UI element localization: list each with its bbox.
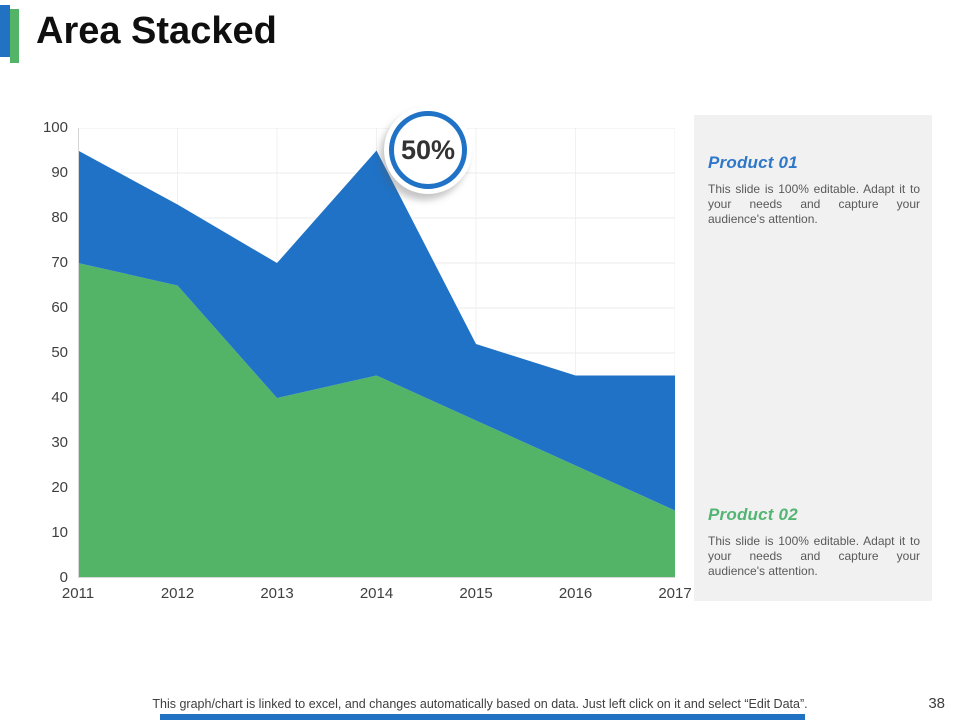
y-tick-label: 0 bbox=[59, 569, 68, 586]
badge-label: 50% bbox=[400, 134, 456, 165]
x-tick-label: 2011 bbox=[61, 585, 95, 602]
product-02-heading: Product 02 bbox=[708, 505, 798, 524]
x-tick-label: 2013 bbox=[260, 585, 294, 602]
title-accent-bar-green bbox=[10, 9, 19, 63]
badge-ring: 50% bbox=[389, 111, 467, 189]
product-01-body: This slide is 100% editable. Adapt it to… bbox=[708, 182, 920, 226]
y-tick-label: 30 bbox=[51, 434, 68, 451]
y-tick-label: 40 bbox=[51, 389, 68, 406]
percentage-callout-badge[interactable]: 50% bbox=[384, 106, 472, 194]
description-panel: Product 01 This slide is 100% editable. … bbox=[694, 115, 932, 601]
y-tick-label: 80 bbox=[51, 209, 68, 226]
y-tick-label: 60 bbox=[51, 299, 68, 316]
x-tick-label: 2017 bbox=[658, 585, 692, 602]
slide-title: Area Stacked bbox=[36, 10, 277, 52]
x-tick-label: 2016 bbox=[558, 585, 593, 602]
y-tick-label: 90 bbox=[51, 164, 68, 181]
x-tick-label: 2012 bbox=[160, 585, 195, 602]
product-02-section: Product 02 This slide is 100% editable. … bbox=[708, 505, 920, 579]
y-tick-label: 20 bbox=[51, 479, 68, 496]
area-series-product-01[interactable] bbox=[78, 150, 675, 511]
y-tick-label: 100 bbox=[42, 119, 68, 136]
y-tick-label: 10 bbox=[51, 524, 68, 541]
footer-note: This graph/chart is linked to excel, and… bbox=[152, 697, 808, 711]
y-tick-label: 50 bbox=[51, 344, 68, 361]
product-01-heading: Product 01 bbox=[708, 153, 798, 172]
title-accent-bar-blue bbox=[0, 5, 10, 57]
page-number: 38 bbox=[928, 695, 945, 712]
x-tick-label: 2015 bbox=[459, 585, 493, 602]
footer-divider-bar bbox=[160, 714, 805, 720]
product-01-section: Product 01 This slide is 100% editable. … bbox=[708, 153, 920, 227]
y-tick-label: 70 bbox=[51, 254, 68, 271]
x-tick-label: 2014 bbox=[359, 585, 394, 602]
stacked-area-chart[interactable] bbox=[78, 128, 675, 578]
product-02-body: This slide is 100% editable. Adapt it to… bbox=[708, 534, 920, 578]
